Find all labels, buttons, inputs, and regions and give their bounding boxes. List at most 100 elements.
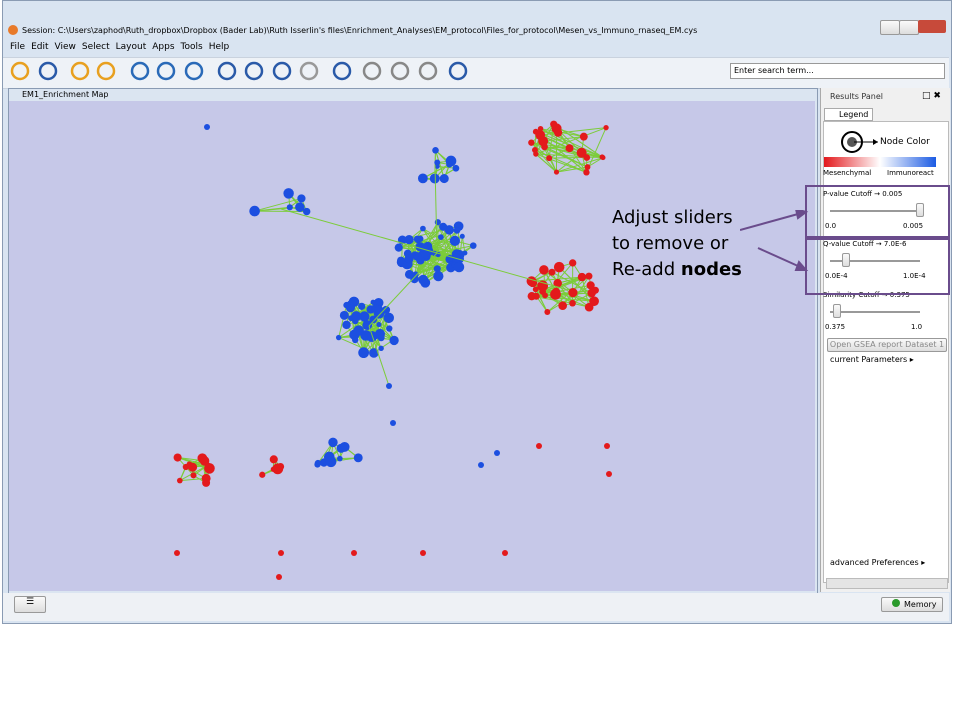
network-node[interactable] — [553, 169, 560, 175]
network-node[interactable] — [386, 325, 393, 332]
network-node[interactable] — [532, 286, 539, 293]
network-node[interactable] — [352, 336, 359, 344]
menu-item[interactable]: Apps — [152, 42, 175, 52]
network-node[interactable] — [345, 303, 356, 313]
network-node[interactable] — [205, 462, 211, 468]
network-node[interactable] — [585, 272, 593, 280]
maximize-button[interactable] — [899, 20, 919, 35]
menu-item[interactable]: Layout — [115, 42, 147, 52]
network-node[interactable] — [553, 278, 562, 288]
network-node[interactable] — [186, 461, 193, 468]
network-node[interactable] — [536, 443, 542, 449]
toolbar-button[interactable] — [332, 61, 352, 81]
network-node[interactable] — [533, 151, 539, 157]
results-controls[interactable]: □ ✖ — [922, 91, 941, 101]
network-node[interactable] — [537, 125, 544, 132]
network-node[interactable] — [278, 550, 284, 556]
network-node[interactable] — [546, 155, 553, 162]
network-node[interactable] — [328, 437, 338, 448]
network-node[interactable] — [544, 309, 551, 315]
network-node[interactable] — [558, 301, 568, 311]
memory-button[interactable]: Memory — [881, 597, 943, 612]
advanced-preferences[interactable]: advanced Preferences ▸ — [830, 558, 926, 567]
toolbar-button[interactable] — [299, 61, 319, 81]
network-node[interactable] — [351, 311, 362, 322]
network-node[interactable] — [397, 256, 405, 265]
network-node[interactable] — [374, 305, 384, 314]
network-node[interactable] — [584, 164, 591, 170]
network-node[interactable] — [553, 261, 565, 273]
network-node[interactable] — [433, 265, 441, 273]
network-node[interactable] — [249, 205, 260, 217]
network-node[interactable] — [386, 383, 392, 389]
network-node[interactable] — [190, 472, 197, 479]
network-node[interactable] — [204, 124, 210, 130]
network-node[interactable] — [576, 147, 587, 158]
network-node[interactable] — [417, 173, 428, 184]
network-node[interactable] — [314, 459, 322, 467]
network-node[interactable] — [579, 132, 588, 141]
network-node[interactable] — [421, 243, 428, 250]
menu-item[interactable]: View — [54, 42, 76, 52]
network-node[interactable] — [383, 312, 394, 324]
network-node[interactable] — [369, 348, 379, 358]
network-node[interactable] — [173, 453, 182, 462]
network-node[interactable] — [390, 420, 396, 426]
network-node[interactable] — [604, 443, 610, 449]
network-node[interactable] — [459, 233, 465, 239]
network-node[interactable] — [432, 147, 439, 154]
menu-item[interactable]: Help — [208, 42, 230, 52]
network-node[interactable] — [438, 234, 444, 240]
network-node[interactable] — [337, 455, 343, 462]
network-node[interactable] — [358, 302, 366, 310]
search-box[interactable]: Enter search term... — [730, 63, 945, 79]
toolbar-button[interactable] — [418, 61, 438, 81]
network-node[interactable] — [269, 455, 278, 464]
toolbar-button[interactable] — [96, 61, 116, 81]
network-node[interactable] — [528, 139, 535, 146]
toolbar-button[interactable] — [38, 61, 58, 81]
network-node[interactable] — [295, 202, 305, 212]
toolbar-button[interactable] — [70, 61, 90, 81]
network-node[interactable] — [478, 462, 484, 468]
network-node[interactable] — [358, 347, 370, 359]
toolbar-button[interactable] — [362, 61, 382, 81]
network-node[interactable] — [551, 287, 561, 296]
network-node[interactable] — [569, 299, 576, 307]
network-node[interactable] — [174, 550, 180, 556]
menu-item[interactable]: Tools — [180, 42, 203, 52]
network-node[interactable] — [603, 125, 609, 131]
toolbar-button[interactable] — [244, 61, 264, 81]
network-node[interactable] — [259, 471, 266, 478]
network-node[interactable] — [297, 194, 306, 203]
network-node[interactable] — [353, 325, 364, 336]
network-node[interactable] — [335, 334, 342, 341]
network-node[interactable] — [351, 550, 357, 556]
network-node[interactable] — [452, 164, 460, 172]
network-node[interactable] — [565, 144, 574, 153]
network-node[interactable] — [439, 174, 449, 184]
network-node[interactable] — [404, 234, 414, 245]
network-node[interactable] — [389, 335, 399, 346]
minimize-button[interactable] — [880, 20, 900, 35]
network-node[interactable] — [539, 265, 549, 275]
slider-thumb[interactable] — [842, 253, 850, 267]
report-button[interactable]: Open GSEA report Dataset 1 — [827, 338, 947, 352]
network-node[interactable] — [325, 456, 337, 468]
menu-item[interactable]: Select — [81, 42, 110, 52]
network-node[interactable] — [548, 268, 556, 276]
slider-thumb[interactable] — [916, 203, 924, 217]
menu-item[interactable]: Edit — [31, 42, 49, 52]
network-node[interactable] — [434, 159, 441, 166]
network-node[interactable] — [418, 274, 429, 285]
network-node[interactable] — [584, 302, 594, 312]
network-node[interactable] — [413, 235, 421, 243]
horizontal-scrollbar[interactable] — [826, 578, 948, 589]
toolbar-button[interactable] — [217, 61, 237, 81]
network-node[interactable] — [541, 143, 548, 151]
network-node[interactable] — [606, 471, 612, 477]
close-button[interactable] — [918, 20, 946, 33]
network-node[interactable] — [339, 310, 349, 320]
network-node[interactable] — [353, 453, 363, 463]
network-node[interactable] — [434, 163, 440, 169]
